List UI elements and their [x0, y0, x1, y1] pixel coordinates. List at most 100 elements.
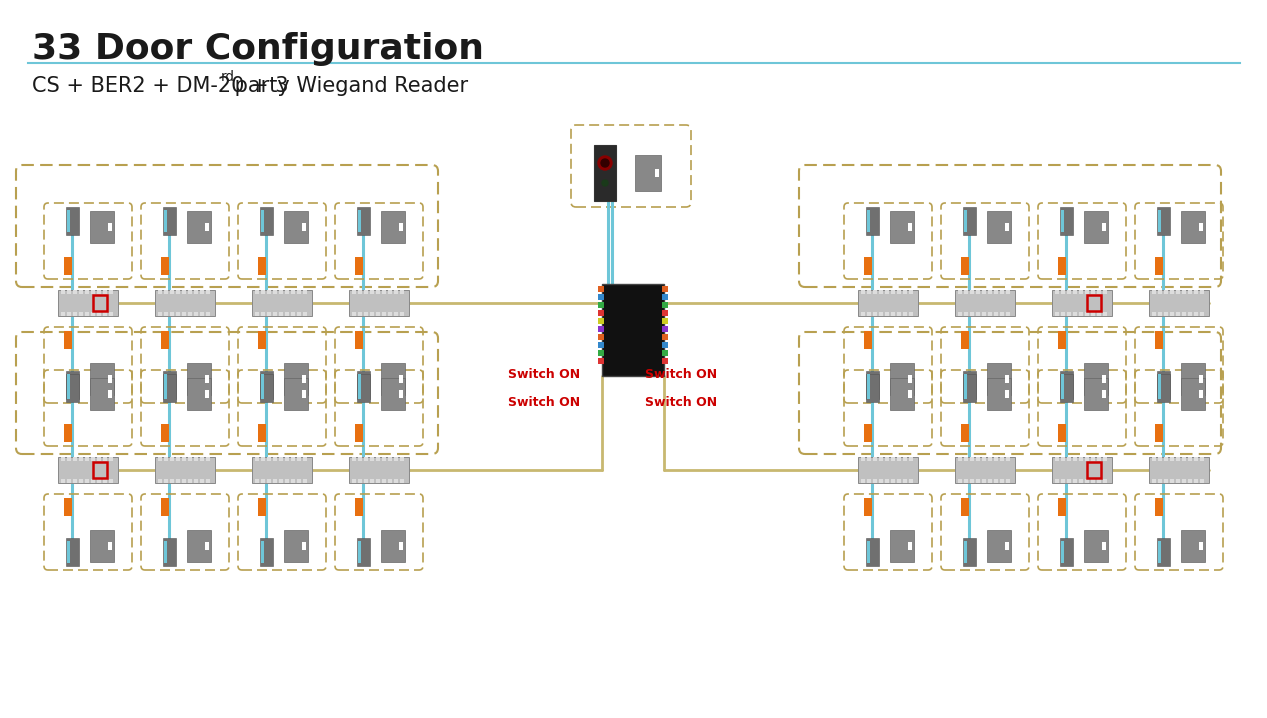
- Bar: [91, 290, 95, 294]
- Bar: [1055, 312, 1059, 316]
- Text: 33 Door Configuration: 33 Door Configuration: [32, 32, 484, 66]
- Bar: [987, 363, 1011, 395]
- Bar: [1060, 541, 1063, 563]
- Bar: [356, 371, 370, 399]
- Bar: [302, 223, 307, 231]
- Bar: [284, 530, 308, 562]
- Bar: [1060, 290, 1066, 294]
- Bar: [261, 457, 265, 461]
- Bar: [267, 479, 271, 483]
- Bar: [58, 290, 118, 316]
- Bar: [995, 290, 998, 294]
- Bar: [261, 541, 264, 563]
- Bar: [284, 211, 308, 243]
- Bar: [200, 457, 204, 461]
- Bar: [108, 223, 111, 231]
- Bar: [958, 290, 962, 294]
- Bar: [109, 479, 113, 483]
- Bar: [858, 290, 919, 316]
- Bar: [1058, 331, 1066, 349]
- Bar: [90, 530, 114, 562]
- Bar: [1199, 375, 1202, 383]
- Bar: [1200, 290, 1204, 294]
- Bar: [958, 457, 962, 461]
- Bar: [1060, 210, 1063, 232]
- Bar: [182, 312, 186, 316]
- Bar: [1085, 363, 1109, 395]
- Bar: [1194, 479, 1199, 483]
- Bar: [1060, 377, 1063, 399]
- Bar: [1102, 375, 1106, 383]
- Bar: [1060, 457, 1066, 461]
- Bar: [1152, 290, 1156, 294]
- Bar: [1200, 457, 1204, 461]
- Bar: [98, 312, 101, 316]
- Bar: [91, 479, 95, 483]
- Bar: [90, 378, 114, 410]
- Bar: [598, 318, 604, 324]
- Bar: [161, 498, 169, 516]
- Bar: [103, 479, 106, 483]
- Bar: [982, 457, 986, 461]
- Bar: [987, 530, 1011, 562]
- Bar: [873, 479, 877, 483]
- Bar: [891, 457, 895, 461]
- Bar: [1188, 457, 1192, 461]
- Bar: [1200, 479, 1204, 483]
- Bar: [963, 377, 967, 399]
- Bar: [1091, 312, 1095, 316]
- Bar: [381, 211, 405, 243]
- Bar: [261, 210, 264, 232]
- Bar: [1152, 479, 1156, 483]
- Bar: [1158, 374, 1161, 396]
- Text: CS + BER2 + DM-20 + 3: CS + BER2 + DM-20 + 3: [32, 76, 289, 96]
- Bar: [67, 479, 71, 483]
- Bar: [200, 290, 204, 294]
- Bar: [188, 363, 212, 395]
- Bar: [194, 457, 198, 461]
- Bar: [1158, 210, 1161, 232]
- Bar: [91, 457, 95, 461]
- Bar: [661, 310, 668, 316]
- Bar: [170, 479, 174, 483]
- Bar: [176, 479, 180, 483]
- Bar: [1181, 211, 1205, 243]
- Bar: [67, 290, 71, 294]
- Bar: [1182, 457, 1186, 461]
- Bar: [66, 541, 70, 563]
- Text: Switch ON: Switch ON: [508, 396, 580, 409]
- Bar: [960, 424, 969, 442]
- Bar: [261, 377, 264, 399]
- Bar: [976, 479, 979, 483]
- Bar: [291, 312, 295, 316]
- Bar: [176, 457, 180, 461]
- Bar: [1005, 375, 1009, 383]
- Bar: [205, 223, 209, 231]
- Bar: [1067, 457, 1071, 461]
- Bar: [58, 457, 118, 483]
- Bar: [1102, 542, 1106, 550]
- Bar: [1006, 312, 1010, 316]
- Bar: [205, 390, 209, 398]
- Bar: [296, 479, 302, 483]
- Bar: [963, 207, 976, 235]
- Bar: [1085, 530, 1109, 562]
- Bar: [886, 457, 889, 461]
- Bar: [285, 457, 289, 461]
- Bar: [1152, 312, 1156, 316]
- Bar: [381, 457, 386, 461]
- Bar: [381, 363, 405, 395]
- Bar: [302, 375, 307, 383]
- Bar: [388, 479, 392, 483]
- Bar: [1073, 290, 1077, 294]
- Bar: [598, 350, 604, 356]
- Bar: [356, 374, 370, 402]
- Bar: [889, 363, 914, 395]
- Bar: [194, 312, 198, 316]
- Bar: [1059, 374, 1072, 402]
- Bar: [1085, 211, 1109, 243]
- Bar: [348, 457, 409, 483]
- Bar: [1157, 374, 1169, 402]
- Bar: [1158, 312, 1162, 316]
- Bar: [1060, 312, 1066, 316]
